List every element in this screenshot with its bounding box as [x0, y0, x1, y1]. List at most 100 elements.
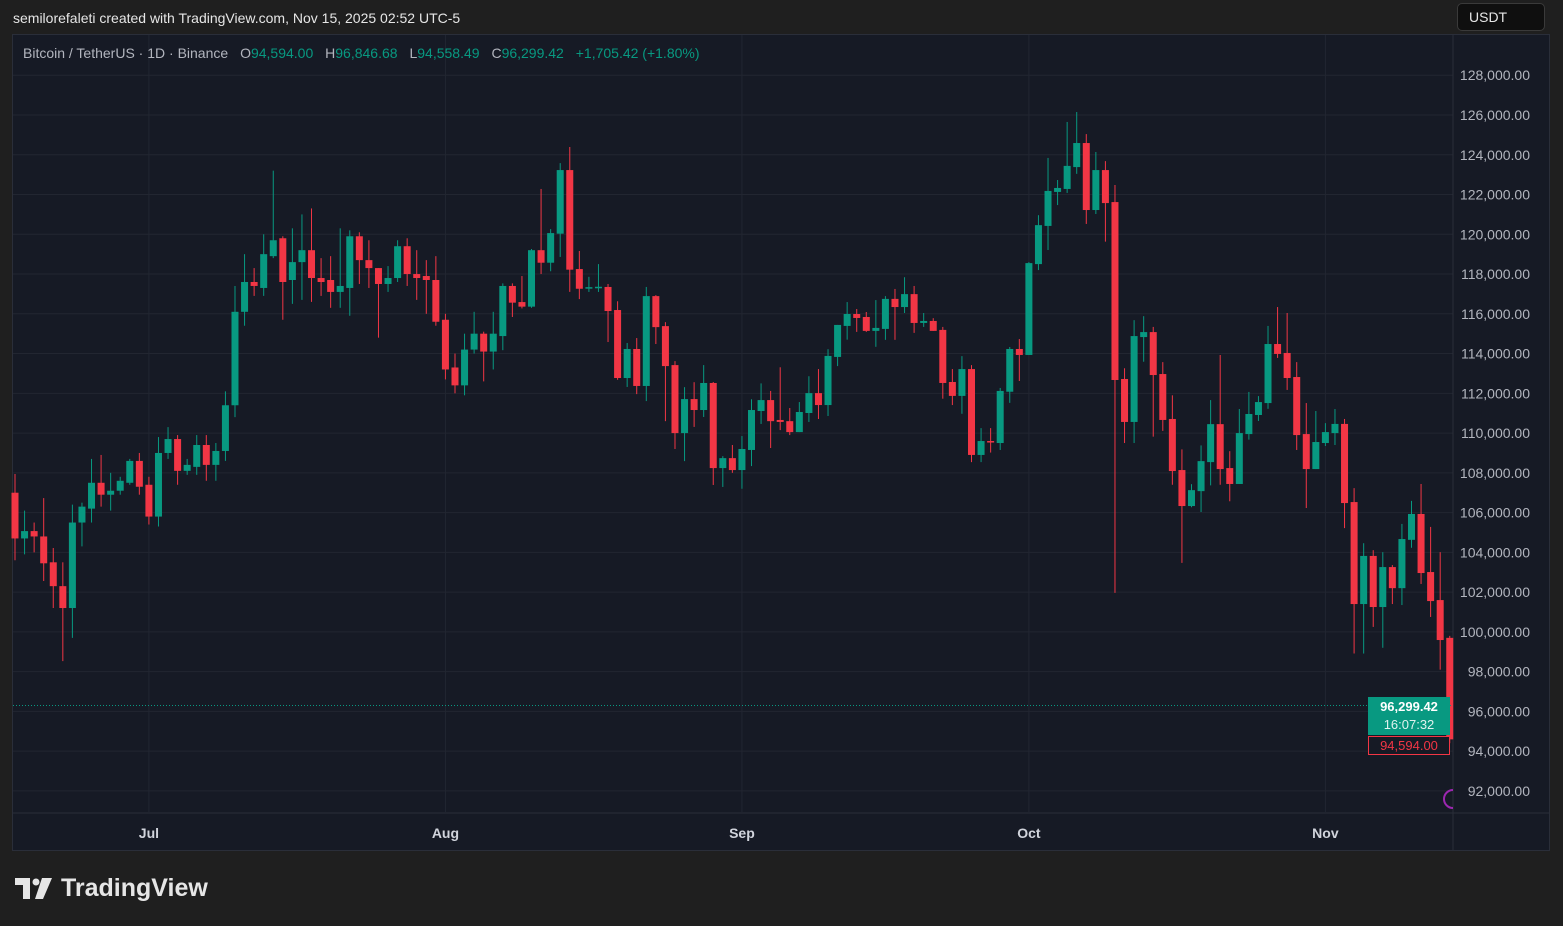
candle-up[interactable] [212, 450, 220, 465]
candle-up[interactable] [298, 250, 306, 263]
candle-down[interactable] [1168, 418, 1176, 472]
candle-up[interactable] [126, 460, 134, 483]
candle-up[interactable] [1254, 402, 1262, 415]
currency-button[interactable]: USDT [1457, 3, 1545, 31]
candle-up[interactable] [738, 448, 746, 471]
candle-down[interactable] [413, 274, 421, 279]
candle-down[interactable] [1082, 143, 1090, 211]
candle-up[interactable] [881, 298, 889, 329]
candle-up[interactable] [164, 439, 172, 453]
candle-down[interactable] [987, 441, 995, 443]
candle-down[interactable] [11, 492, 19, 539]
candle-down[interactable] [355, 236, 363, 261]
candle-down[interactable] [776, 419, 784, 422]
candle-up[interactable] [116, 480, 124, 491]
candle-down[interactable] [403, 246, 411, 275]
candle-up[interactable] [958, 369, 966, 396]
candle-up[interactable] [1197, 461, 1205, 492]
candle-up[interactable] [623, 348, 631, 379]
candle-up[interactable] [700, 382, 708, 411]
candle-up[interactable] [681, 399, 689, 434]
event-marker-icon[interactable] [1443, 789, 1454, 809]
candle-down[interactable] [929, 320, 937, 331]
candle-down[interactable] [814, 393, 822, 406]
candle-down[interactable] [1149, 332, 1157, 376]
candle-up[interactable] [489, 333, 497, 352]
candle-up[interactable] [384, 278, 392, 284]
candle-up[interactable] [585, 287, 593, 289]
candle-down[interactable] [767, 400, 775, 422]
candle-up[interactable] [1407, 513, 1415, 540]
candle-up[interactable] [470, 333, 478, 350]
candle-down[interactable] [1274, 344, 1282, 354]
candle-up[interactable] [1034, 225, 1042, 265]
candle-down[interactable] [1427, 572, 1435, 602]
candle-down[interactable] [1226, 468, 1234, 484]
candle-down[interactable] [1417, 513, 1425, 574]
candle-down[interactable] [451, 367, 459, 386]
candle-down[interactable] [566, 170, 574, 270]
candle-down[interactable] [614, 310, 622, 379]
candle-up[interactable] [642, 296, 650, 386]
candle-up[interactable] [193, 445, 201, 467]
candle-up[interactable] [1264, 344, 1272, 404]
candle-up[interactable] [795, 412, 803, 433]
candle-up[interactable] [107, 490, 115, 495]
candle-down[interactable] [862, 316, 870, 331]
candle-up[interactable] [68, 522, 76, 609]
candle-down[interactable] [891, 298, 899, 308]
candle-down[interactable] [1216, 424, 1224, 470]
candle-down[interactable] [633, 348, 641, 386]
candle-down[interactable] [1178, 470, 1186, 507]
candle-up[interactable] [88, 482, 96, 509]
candle-down[interactable] [97, 482, 105, 495]
candle-up[interactable] [1207, 424, 1215, 463]
candle-up[interactable] [1187, 490, 1195, 507]
tradingview-logo[interactable]: TradingView [15, 874, 208, 903]
candle-up[interactable] [221, 405, 229, 451]
candle-down[interactable] [1369, 555, 1377, 608]
candle-up[interactable] [1063, 165, 1071, 189]
candle-down[interactable] [145, 484, 153, 517]
candle-up[interactable] [1025, 263, 1033, 355]
candle-down[interactable] [1283, 352, 1291, 379]
candle-up[interactable] [288, 262, 296, 281]
candle-up[interactable] [183, 464, 191, 471]
candle-down[interactable] [939, 329, 947, 383]
candle-up[interactable] [547, 233, 555, 263]
candle-down[interactable] [327, 280, 335, 292]
candle-down[interactable] [202, 445, 210, 465]
candle-down[interactable] [786, 421, 794, 433]
candle-up[interactable] [154, 452, 162, 517]
candle-up[interactable] [1073, 143, 1081, 168]
candle-up[interactable] [977, 441, 985, 455]
candle-down[interactable] [1341, 423, 1349, 504]
candle-up[interactable] [1331, 423, 1339, 434]
chart-panel[interactable] [12, 34, 1550, 851]
symbol-title[interactable]: Bitcoin / TetherUS · 1D · Binance [23, 45, 229, 61]
candle-up[interactable] [1140, 332, 1148, 338]
candle-up[interactable] [901, 294, 909, 308]
candle-down[interactable] [709, 382, 717, 469]
candle-down[interactable] [174, 439, 182, 471]
candle-down[interactable] [1293, 377, 1301, 436]
candle-up[interactable] [834, 324, 842, 357]
candle-up[interactable] [336, 285, 344, 292]
candle-down[interactable] [135, 460, 143, 487]
candle-down[interactable] [250, 281, 258, 286]
candle-up[interactable] [394, 246, 402, 279]
candle-down[interactable] [1015, 348, 1023, 355]
candle-down[interactable] [948, 381, 956, 396]
candle-up[interactable] [843, 313, 851, 326]
candle-up[interactable] [1360, 555, 1368, 605]
candle-up[interactable] [1321, 432, 1329, 444]
candle-down[interactable] [30, 531, 38, 537]
candle-down[interactable] [604, 286, 612, 312]
candle-up[interactable] [719, 458, 727, 469]
candle-up[interactable] [805, 393, 813, 414]
candle-up[interactable] [231, 311, 239, 406]
candle-down[interactable] [652, 296, 660, 328]
candle-down[interactable] [1121, 379, 1129, 422]
candle-down[interactable] [1302, 434, 1310, 470]
